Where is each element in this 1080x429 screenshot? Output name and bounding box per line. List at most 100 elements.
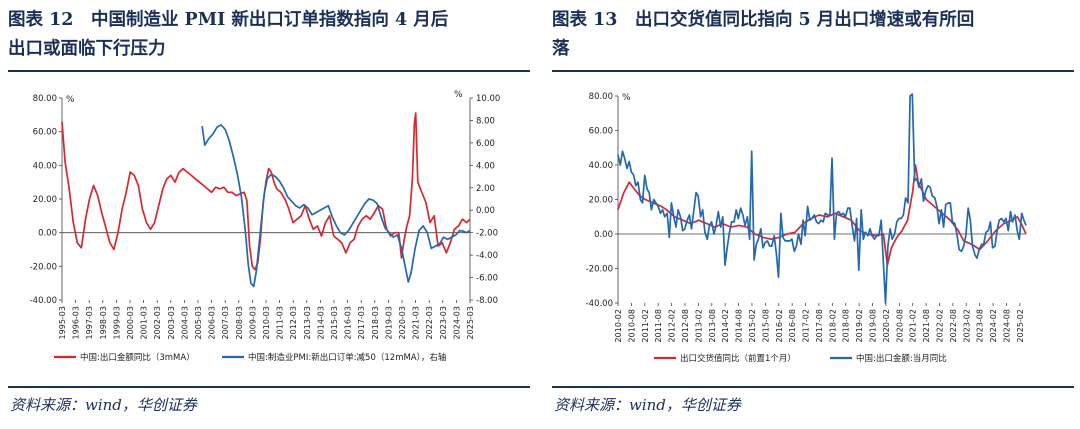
x-tick-label: 2000-03 (126, 306, 135, 339)
y-right-tick-label: 10.00 (476, 94, 500, 104)
pmi-export-chart: 80.00 60.00 40.00 20.00 0.00 -20.00 -40.00% 10.… (30, 90, 501, 363)
x-tick-label: 2016-08 (788, 309, 797, 342)
export-delivery-chart: 80.00 60.00 40.00 20.00 0.00 -20.00 -40.00% 201… (586, 92, 1027, 364)
x-tick-label: 2025-03 (466, 306, 475, 339)
y-right-tick-label: 6.00 (476, 139, 495, 149)
x-tick-label: 2015-02 (748, 309, 757, 342)
x-tick-label: 1995-03 (58, 306, 67, 339)
x-tick-label: 2024-08 (1002, 309, 1011, 342)
x-tick-label: 2013-08 (708, 309, 717, 342)
y-tick-label: 40.00 (33, 161, 57, 171)
x-tick-label: 2005-03 (194, 306, 203, 339)
x-tick-label: 2022-02 (936, 309, 945, 342)
x-tick-label: 2018-02 (828, 309, 837, 342)
title-line-2: 落 (552, 39, 570, 59)
x-tick-label: 2019-08 (869, 309, 878, 342)
series-line-1 (61, 112, 471, 271)
x-tick-label: 2022-03 (425, 306, 434, 339)
x-tick-label: 2009-03 (248, 306, 257, 339)
y-right-tick-label: -8.00 (476, 296, 498, 306)
title-line-2: 出口或面临下行压力 (8, 39, 166, 59)
x-tick-label: 2014-03 (316, 306, 325, 339)
y-right-tick-label: -2.00 (476, 229, 498, 239)
x-tick-label: 2023-03 (439, 306, 448, 339)
x-tick-label: 2021-02 (909, 309, 918, 342)
x-tick-label: 2017-03 (357, 306, 366, 339)
chart-panel-13: 图表 13 出口交货值同比指向 5 月出口增速或有所回 落 80.00 60.00… (552, 0, 1074, 429)
title-divider (8, 70, 530, 72)
x-tick-label: 2010-08 (627, 309, 636, 342)
x-tick-label: 2008-03 (235, 306, 244, 339)
chart-title: 图表 13 出口交货值同比指向 5 月出口增速或有所回 落 (552, 6, 1074, 64)
source-divider (8, 386, 530, 388)
y-axis-unit: % (66, 95, 75, 105)
y-right-tick-label: -6.00 (476, 274, 498, 284)
legend-entry-2: 中国:出口金额:当月同比 (856, 353, 947, 364)
x-tick-label: 2017-08 (815, 309, 824, 342)
title-divider (552, 70, 1074, 72)
y-tick-label: -20.00 (30, 262, 57, 272)
y-right-tick-label: 4.00 (476, 161, 495, 171)
x-tick-label: 1996-03 (72, 306, 81, 339)
x-tick-label: 2002-03 (153, 306, 162, 339)
legend-entry-2: 中国:制造业PMI:新出口订单:减50（12mMA），右轴 (248, 352, 446, 363)
x-tick-label: 2021-03 (412, 306, 421, 339)
x-tick-label: 2013-03 (303, 306, 312, 339)
x-tick-label: 2003-03 (167, 306, 176, 339)
y-tick-label: -20.00 (586, 265, 613, 275)
legend-entry-1: 出口交货值同比（前置1个月） (680, 353, 796, 364)
source-note: 资料来源：wind，华创证券 (10, 396, 197, 414)
x-tick-label: 2015-08 (761, 309, 770, 342)
title-line-1: 图表 13 出口交货值同比指向 5 月出口增速或有所回 (552, 10, 975, 30)
x-tick-label: 2016-03 (344, 306, 353, 339)
x-tick-label: 2019-03 (384, 306, 393, 339)
x-tick-label: 2018-08 (842, 309, 851, 342)
x-tick-label: 2023-02 (962, 309, 971, 342)
y-tick-label: 60.00 (33, 128, 57, 138)
y-tick-label: 80.00 (589, 92, 613, 102)
x-tick-label: 2011-02 (641, 309, 650, 342)
chart-panel-12: 图表 12 中国制造业 PMI 新出口订单指数指向 4 月后 出口或面临下行压力… (8, 0, 530, 429)
y-tick-label: 20.00 (589, 196, 613, 206)
x-tick-label: 2018-03 (371, 306, 380, 339)
y-tick-label: 0.00 (594, 230, 613, 240)
x-tick-label: 2014-08 (735, 309, 744, 342)
y-tick-label: 40.00 (589, 161, 613, 171)
y-tick-label: 20.00 (33, 195, 57, 205)
title-line-1: 图表 12 中国制造业 PMI 新出口订单指数指向 4 月后 (8, 10, 449, 30)
y-tick-label: -40.00 (30, 296, 57, 306)
series-line-2 (201, 124, 471, 288)
x-tick-label: 2004-03 (180, 306, 189, 339)
series-line-1 (617, 164, 1027, 266)
x-tick-label: 2014-02 (721, 309, 730, 342)
x-tick-label: 2011-03 (276, 306, 285, 339)
x-tick-label: 2012-08 (681, 309, 690, 342)
y-right-tick-label: 8.00 (476, 116, 495, 126)
x-tick-label: 2012-03 (289, 306, 298, 339)
x-tick-label: 2013-02 (694, 309, 703, 342)
x-tick-label: 2007-03 (221, 306, 230, 339)
y-right-axis-unit: % (454, 90, 463, 100)
series-line-2 (617, 93, 1027, 304)
y-right-tick-label: 2.00 (476, 184, 495, 194)
x-tick-label: 2016-02 (775, 309, 784, 342)
x-tick-label: 2011-08 (654, 309, 663, 342)
y-axis-unit: % (622, 93, 631, 103)
x-tick-label: 2012-02 (668, 309, 677, 342)
x-tick-label: 2025-02 (1016, 309, 1025, 342)
x-tick-label: 1997-03 (85, 306, 94, 339)
x-tick-label: 2024-02 (989, 309, 998, 342)
y-tick-label: 80.00 (33, 94, 57, 104)
x-tick-label: 2020-02 (882, 309, 891, 342)
x-tick-label: 2020-08 (895, 309, 904, 342)
source-note: 资料来源：wind，华创证券 (554, 396, 741, 414)
y-right-tick-label: 0.00 (476, 206, 495, 216)
x-tick-label: 2024-03 (452, 306, 461, 339)
x-tick-label: 2019-02 (855, 309, 864, 342)
x-tick-label: 2022-08 (949, 309, 958, 342)
y-tick-label: 60.00 (589, 127, 613, 137)
x-tick-label: 2017-02 (802, 309, 811, 342)
x-tick-label: 1999-03 (112, 306, 121, 339)
chart-title: 图表 12 中国制造业 PMI 新出口订单指数指向 4 月后 出口或面临下行压力 (8, 6, 530, 64)
y-tick-label: -40.00 (586, 299, 613, 309)
